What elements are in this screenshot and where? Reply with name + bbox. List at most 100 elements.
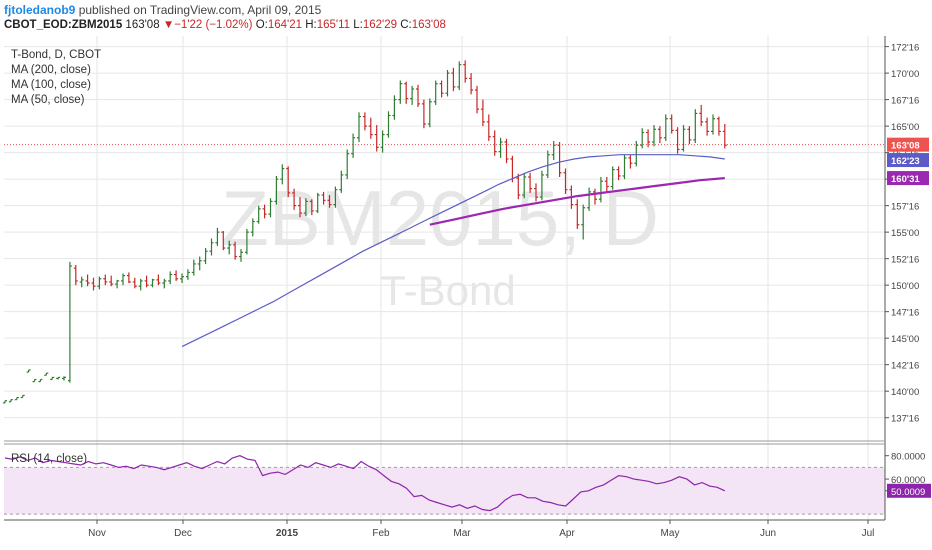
ohlc-bar bbox=[711, 114, 715, 135]
ohlc-bar bbox=[180, 273, 184, 284]
price-tag-label: 160'31 bbox=[891, 174, 920, 185]
price-tag-label: 162'23 bbox=[891, 156, 920, 167]
ohlc-bar bbox=[244, 228, 249, 255]
legend-ma200[interactable]: MA (200, close) bbox=[11, 64, 91, 76]
author-link[interactable]: fjtoledanob9 bbox=[4, 3, 76, 17]
ohlc-bar bbox=[516, 173, 521, 200]
chart-frame bbox=[4, 36, 886, 521]
chart-header: fjtoledanob9 published on TradingView.co… bbox=[0, 0, 932, 36]
ohlc-bar bbox=[722, 123, 727, 149]
ohlc-bar bbox=[534, 183, 538, 202]
ohlc-bar bbox=[309, 199, 314, 216]
ohlc-bar bbox=[79, 276, 84, 288]
ohlc-bar bbox=[410, 85, 415, 105]
ohlc-bar bbox=[3, 400, 7, 404]
ohlc-bar bbox=[109, 275, 114, 287]
time-axis[interactable]: Nov Dec 2015 Feb Mar Apr May Jun Jul bbox=[88, 520, 874, 539]
ohlc-bar bbox=[274, 175, 279, 205]
price-axis[interactable]: 172'16170'00167'16165'00162'16160'00157'… bbox=[885, 43, 919, 425]
ohlc-bar bbox=[203, 248, 208, 264]
ohlc-bar bbox=[374, 125, 379, 152]
ohlc-bar bbox=[26, 369, 31, 373]
ohlc-bar bbox=[239, 249, 243, 262]
ohlc-bar bbox=[85, 274, 90, 287]
change-value: −1'22 (−1.02%) bbox=[174, 19, 253, 31]
ohlc-bar bbox=[168, 271, 173, 285]
ohlc-bar bbox=[185, 269, 190, 280]
close-label: C: bbox=[400, 19, 412, 31]
ohlc-bar bbox=[357, 112, 361, 143]
symbol-label: CBOT_EOD:ZBM2015 bbox=[4, 19, 123, 31]
ohlc-bar bbox=[433, 80, 438, 105]
ohlc-bar bbox=[14, 396, 19, 401]
ohlc-bar bbox=[451, 67, 456, 92]
down-arrow-icon: ▼ bbox=[162, 19, 175, 31]
watermark-symbol: ZBM2015, D bbox=[221, 174, 659, 262]
ohlc-bar bbox=[604, 177, 609, 192]
ohlc-bar bbox=[522, 172, 527, 199]
low-label: L: bbox=[353, 19, 363, 31]
ohlc-bar bbox=[557, 142, 562, 178]
ohlc-bar bbox=[315, 192, 320, 214]
ohlc-bar bbox=[587, 187, 592, 211]
ohlc-bar bbox=[528, 172, 533, 193]
legend-main[interactable]: T-Bond, D, CBOT bbox=[11, 49, 101, 61]
ohlc-bar bbox=[368, 117, 373, 139]
ohlc-bar bbox=[551, 140, 556, 161]
ohlc-bar bbox=[162, 278, 167, 289]
y-tick-label: 170'00 bbox=[891, 69, 919, 80]
ohlc-bar bbox=[469, 73, 474, 95]
ohlc-bar bbox=[62, 376, 66, 381]
legend-ma50[interactable]: MA (50, close) bbox=[11, 94, 85, 106]
x-tick-label: Feb bbox=[372, 528, 390, 539]
price-tag bbox=[887, 171, 929, 186]
ohlc-bar bbox=[575, 199, 580, 229]
ohlc-bar bbox=[339, 170, 344, 193]
ohlc-bar bbox=[498, 137, 503, 158]
ohlc-bar bbox=[103, 274, 108, 286]
x-tick-label: Apr bbox=[559, 528, 575, 539]
rsi-value-tag bbox=[887, 483, 931, 498]
ohlc-bar bbox=[174, 270, 179, 281]
ohlc-bar bbox=[640, 128, 645, 149]
ohlc-bar bbox=[91, 277, 96, 291]
price-chart[interactable]: ZBM2015, D T-Bond 172'16 170'00 167'16 165'… bbox=[0, 36, 932, 550]
ohlc-bar bbox=[20, 394, 25, 399]
grid-lines bbox=[4, 36, 885, 520]
ma100-line bbox=[181, 154, 725, 348]
y-tick-label: 145'00 bbox=[891, 334, 919, 345]
x-tick-label: Dec bbox=[174, 528, 192, 539]
y-tick-label: 137'16 bbox=[891, 414, 919, 425]
ohlc-bar bbox=[227, 240, 232, 255]
rsi-legend[interactable]: RSI (14, close) bbox=[11, 453, 87, 465]
open-value: 164'21 bbox=[267, 19, 303, 31]
ohlc-bar bbox=[663, 114, 668, 141]
rsi-tick-label: 50.0009 bbox=[891, 487, 925, 498]
x-tick-label: Jun bbox=[760, 528, 776, 539]
rsi-band bbox=[4, 467, 885, 515]
ohlc-bar bbox=[250, 218, 255, 237]
rsi-tick-label: 60.0000 bbox=[891, 475, 925, 486]
ohlc-bar bbox=[610, 166, 615, 190]
price-tag bbox=[887, 137, 929, 152]
ohlc-bar bbox=[298, 197, 302, 218]
x-tick-label: 2015 bbox=[276, 528, 299, 539]
ohlc-bar bbox=[215, 227, 220, 246]
ohlc-bar bbox=[598, 177, 603, 203]
last-price: 163'08 bbox=[125, 19, 160, 31]
ohlc-bar bbox=[616, 166, 621, 181]
ohlc-bar bbox=[421, 99, 426, 129]
ohlc-bar bbox=[209, 238, 214, 256]
ohlc-bar bbox=[262, 204, 267, 219]
ohlc-bar bbox=[634, 140, 639, 167]
price-tag-label: 163'08 bbox=[891, 141, 920, 152]
ohlc-bar bbox=[115, 279, 120, 289]
legend-ma100[interactable]: MA (100, close) bbox=[11, 79, 91, 91]
ohlc-bar bbox=[67, 261, 72, 383]
x-tick-label: Jul bbox=[862, 528, 875, 539]
ohlc-bar bbox=[292, 188, 297, 210]
chart-background bbox=[0, 36, 932, 550]
ohlc-bar bbox=[132, 277, 137, 289]
ohlc-bar bbox=[480, 99, 485, 127]
